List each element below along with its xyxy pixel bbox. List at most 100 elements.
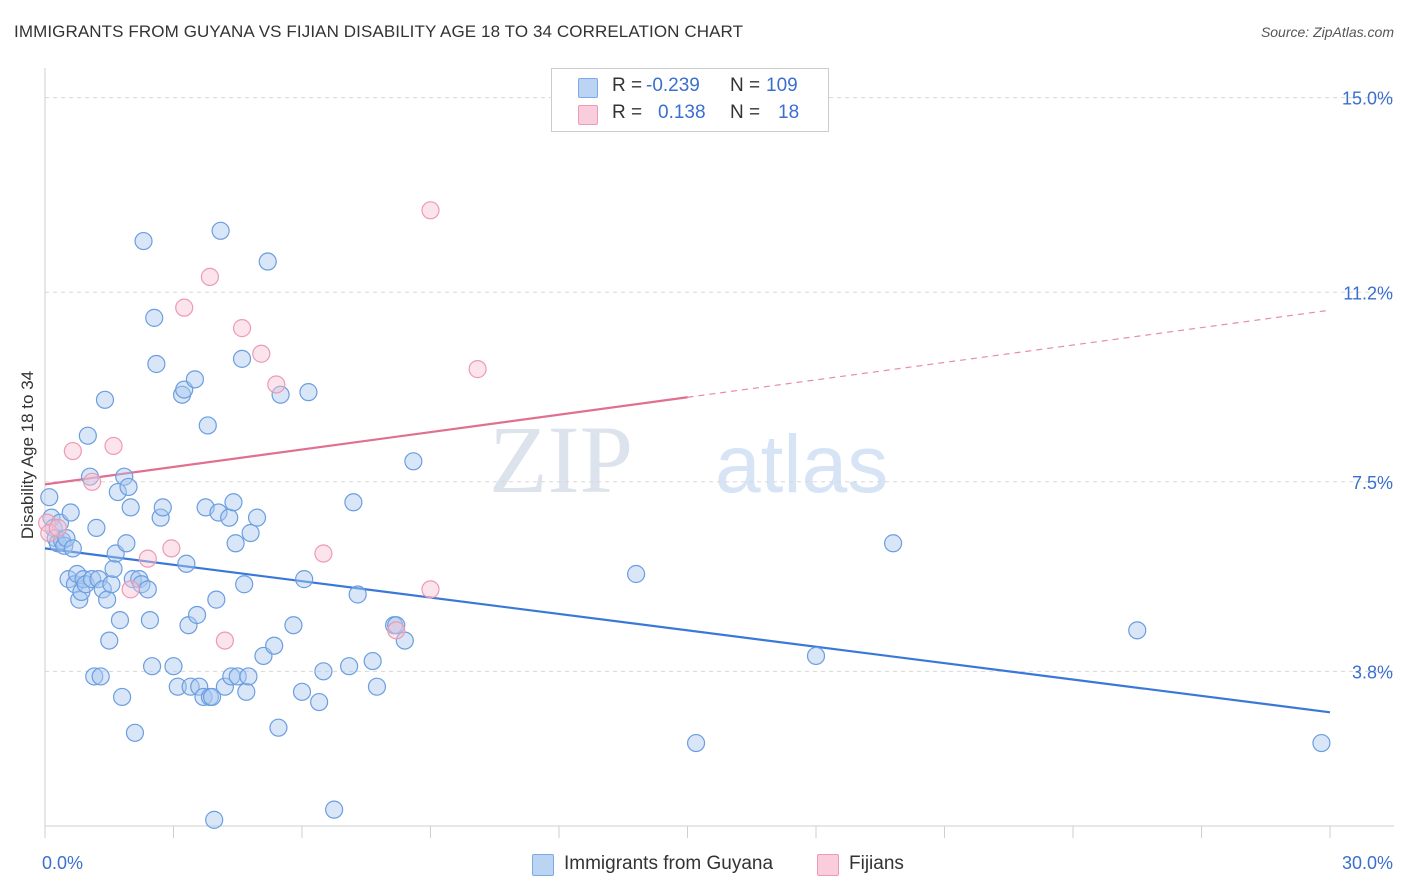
point-fijian bbox=[387, 621, 406, 640]
point-fijian bbox=[104, 436, 123, 456]
legend-swatch-blue bbox=[578, 78, 598, 98]
n-value: 18 bbox=[778, 102, 800, 123]
y-axis-label: Disability Age 18 to 34 bbox=[18, 371, 37, 539]
point-guyana bbox=[145, 308, 164, 327]
legend-swatch-pink bbox=[578, 105, 598, 125]
point-guyana bbox=[138, 580, 157, 599]
point-guyana bbox=[235, 575, 254, 594]
point-guyana bbox=[121, 498, 140, 517]
point-guyana bbox=[404, 452, 423, 471]
point-fijian bbox=[232, 319, 252, 338]
point-guyana bbox=[1128, 621, 1147, 640]
point-guyana bbox=[112, 687, 132, 707]
point-fijian bbox=[421, 201, 440, 220]
point-fijian bbox=[138, 549, 157, 568]
point-fijian bbox=[162, 539, 181, 558]
point-fijian bbox=[468, 360, 487, 379]
x-tick-label: 30.0% bbox=[1342, 853, 1393, 873]
point-guyana bbox=[110, 611, 130, 630]
y-tick-label: 7.5% bbox=[1352, 473, 1393, 493]
point-fijian bbox=[83, 472, 102, 491]
point-guyana bbox=[1312, 733, 1331, 753]
point-guyana bbox=[207, 590, 226, 609]
point-guyana bbox=[85, 667, 104, 686]
point-fijian bbox=[421, 580, 440, 599]
point-fijian bbox=[121, 580, 140, 599]
source-label: Source: ZipAtlas.com bbox=[1260, 24, 1394, 40]
point-guyana bbox=[87, 518, 106, 537]
trend-line-dashed-1 bbox=[687, 309, 1331, 398]
point-fijian bbox=[63, 441, 82, 461]
watermark: ZIP atlas bbox=[489, 406, 888, 513]
point-guyana bbox=[209, 503, 228, 522]
point-guyana bbox=[177, 554, 196, 573]
point-guyana bbox=[102, 575, 121, 594]
point-guyana bbox=[117, 534, 136, 553]
legend-item-fijians: Fijians bbox=[817, 851, 937, 879]
point-guyana bbox=[626, 564, 646, 584]
point-guyana bbox=[265, 636, 284, 655]
point-guyana bbox=[100, 631, 119, 650]
point-guyana bbox=[93, 580, 112, 599]
point-guyana bbox=[363, 651, 382, 671]
legend-label: Immigrants from Guyana bbox=[564, 853, 774, 874]
point-guyana bbox=[226, 534, 245, 553]
legend-item-guyana: Immigrants from Guyana bbox=[532, 851, 792, 879]
point-fijian bbox=[215, 631, 234, 650]
point-guyana bbox=[224, 493, 243, 512]
trend-lines bbox=[44, 309, 1331, 714]
r-value: -0.239 bbox=[646, 75, 700, 96]
point-guyana bbox=[185, 370, 205, 389]
r-label: R = bbox=[612, 102, 643, 123]
trend-line-solid-1 bbox=[44, 396, 688, 486]
point-fijian bbox=[200, 267, 220, 286]
y-tick-label: 11.2% bbox=[1343, 283, 1393, 303]
chart-title: IMMIGRANTS FROM GUYANA VS FIJIAN DISABIL… bbox=[14, 22, 744, 41]
point-guyana bbox=[164, 657, 183, 676]
point-guyana bbox=[78, 426, 97, 445]
point-guyana bbox=[98, 590, 117, 609]
point-guyana bbox=[125, 723, 145, 742]
x-tick-label: 0.0% bbox=[42, 853, 83, 873]
legend-label: Fijians bbox=[849, 853, 904, 874]
point-guyana bbox=[806, 646, 826, 666]
point-guyana bbox=[348, 585, 367, 604]
point-guyana bbox=[115, 467, 134, 486]
point-fijian bbox=[267, 375, 286, 394]
point-fijian bbox=[314, 544, 333, 563]
n-label: N = bbox=[730, 102, 761, 123]
point-guyana bbox=[140, 611, 160, 630]
point-guyana bbox=[314, 662, 333, 681]
n-value: 109 bbox=[766, 75, 798, 96]
point-guyana bbox=[883, 534, 903, 553]
legend-swatch-blue bbox=[532, 854, 554, 876]
point-guyana bbox=[108, 482, 127, 502]
point-guyana bbox=[205, 810, 224, 829]
point-guyana bbox=[295, 570, 314, 589]
tick-labels: 3.8% 7.5% 11.2% 15.0% 0.0% 30.0% bbox=[42, 89, 1393, 873]
point-guyana bbox=[202, 687, 222, 707]
point-guyana bbox=[119, 477, 138, 497]
data-points bbox=[38, 201, 1331, 829]
stats-legend: R = -0.239 N = 109 R = 0.138 N = 18 bbox=[551, 68, 829, 132]
point-guyana bbox=[104, 559, 123, 578]
point-fijian bbox=[252, 344, 271, 363]
point-guyana bbox=[292, 682, 312, 701]
point-guyana bbox=[344, 493, 363, 512]
point-guyana bbox=[232, 349, 252, 368]
point-guyana bbox=[95, 390, 115, 409]
point-guyana bbox=[247, 508, 267, 527]
point-guyana bbox=[63, 539, 82, 558]
trend-line-0 bbox=[44, 547, 1331, 714]
r-value: 0.138 bbox=[658, 102, 706, 123]
legend-swatch-pink bbox=[817, 854, 839, 876]
point-guyana bbox=[168, 677, 187, 696]
y-tick-label: 15.0% bbox=[1342, 89, 1393, 109]
point-guyana bbox=[237, 682, 256, 701]
point-guyana bbox=[258, 252, 277, 271]
point-guyana bbox=[284, 616, 303, 635]
point-guyana bbox=[325, 800, 344, 819]
point-guyana bbox=[686, 733, 706, 753]
point-guyana bbox=[310, 692, 329, 712]
